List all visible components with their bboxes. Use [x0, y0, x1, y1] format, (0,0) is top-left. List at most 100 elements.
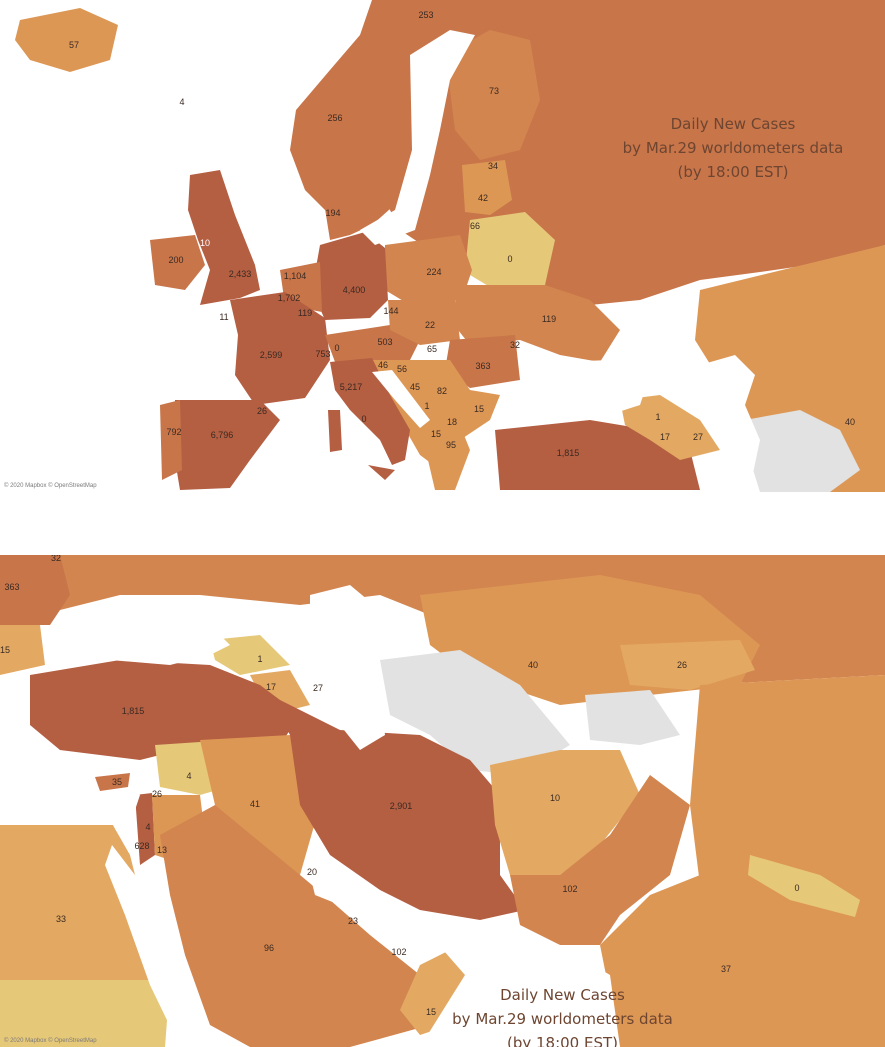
- region-india[interactable]: [600, 875, 885, 1047]
- label-georgia: 1: [257, 654, 263, 664]
- region-portugal[interactable]: [160, 400, 182, 480]
- red-sea: [105, 845, 210, 1047]
- label-kazakhstan: 40: [844, 417, 856, 427]
- region-afghanistan[interactable]: [490, 750, 640, 875]
- region-belarus[interactable]: [465, 212, 555, 290]
- region-sudan-edge[interactable]: [0, 980, 170, 1047]
- label-denmark: 194: [325, 208, 341, 218]
- label-austria: 503: [377, 337, 393, 347]
- region-tajikistan[interactable]: [585, 690, 680, 745]
- middle-east-title-line-1: Daily New Cases: [500, 986, 625, 1004]
- baltic-sea: [360, 30, 475, 245]
- black-sea: [520, 360, 650, 420]
- europe-map-canvas: [0, 0, 885, 492]
- region-greece[interactable]: [425, 425, 470, 490]
- caspian-sea: [310, 585, 385, 750]
- label-spain: 6,796: [210, 430, 234, 440]
- region-turkey[interactable]: [30, 660, 300, 760]
- europe-map-title: Daily New Cases by Mar.29 worldometers d…: [588, 112, 878, 184]
- label-turkey: 1,815: [556, 448, 580, 458]
- region-alps[interactable]: [325, 325, 420, 362]
- region-finland[interactable]: [445, 30, 540, 160]
- black-sea: [50, 595, 230, 665]
- label-slovenia: 46: [377, 360, 389, 370]
- middle-east-map-title: Daily New Cases by Mar.29 worldometers d…: [425, 983, 700, 1047]
- label-san-marino: 0: [361, 414, 367, 424]
- region-sicily[interactable]: [368, 465, 395, 480]
- label-norway: 256: [327, 113, 343, 123]
- europe-title-line-3: (by 18:00 EST): [677, 163, 789, 181]
- mediterranean-sea: [0, 750, 140, 825]
- label-latvia: 42: [477, 193, 489, 203]
- region-nepal[interactable]: [748, 855, 860, 917]
- label-kazakhstan: 40: [527, 660, 539, 670]
- caspian-sea: [700, 355, 760, 478]
- region-turkmenistan[interactable]: [745, 410, 860, 492]
- label-czechia: 144: [383, 306, 399, 316]
- label-georgia: 1: [655, 412, 661, 422]
- label-uk: 2,433: [228, 269, 252, 279]
- region-iran[interactable]: [270, 695, 525, 920]
- label-iran: 2,901: [389, 801, 413, 811]
- region-israel[interactable]: [135, 793, 155, 865]
- region-iraq[interactable]: [200, 735, 320, 875]
- label-moldova: 32: [50, 555, 62, 563]
- label-palestine: 4: [145, 822, 151, 832]
- label-estonia: 34: [487, 161, 499, 171]
- label-oman: 15: [425, 1007, 437, 1017]
- region-ireland[interactable]: [150, 235, 205, 290]
- label-faroe: 4: [179, 97, 185, 107]
- label-albania: 15: [430, 429, 442, 439]
- label-bosnia: 45: [409, 382, 421, 392]
- label-russia-north: 253: [418, 10, 434, 20]
- label-romania: 363: [475, 361, 491, 371]
- label-nepal: 0: [794, 883, 800, 893]
- region-italy[interactable]: [330, 358, 410, 465]
- label-iraq: 41: [249, 799, 261, 809]
- region-sardinia[interactable]: [328, 410, 342, 452]
- label-greece: 95: [445, 440, 457, 450]
- middle-east-map-attribution: © 2020 Mapbox © OpenStreetMap: [4, 1038, 97, 1044]
- region-saudi[interactable]: [160, 805, 430, 1047]
- label-macedonia: 18: [446, 417, 458, 427]
- label-slovakia: 22: [424, 320, 436, 330]
- label-switzerland: 753: [315, 349, 331, 359]
- region-baltics[interactable]: [462, 160, 512, 215]
- region-france[interactable]: [230, 292, 330, 405]
- label-azerbaijan: 27: [312, 683, 324, 693]
- label-belarus: 0: [507, 254, 513, 264]
- label-germany: 4,400: [342, 285, 366, 295]
- region-caucasus[interactable]: [620, 395, 720, 460]
- label-jersey: 11: [219, 312, 229, 322]
- region-turkmenistan[interactable]: [380, 650, 570, 775]
- europe-map[interactable]: Daily New Cases by Mar.29 worldometers d…: [0, 0, 885, 492]
- region-denmark[interactable]: [322, 185, 350, 240]
- label-egypt: 33: [55, 914, 67, 924]
- label-israel: 628: [134, 841, 150, 851]
- label-syria: 4: [186, 771, 192, 781]
- region-central-europe[interactable]: [388, 300, 460, 345]
- middle-east-map[interactable]: Daily New Cases by Mar.29 worldometers d…: [0, 555, 885, 1047]
- label-azerbaijan: 27: [692, 432, 704, 442]
- region-balkans-edge[interactable]: [0, 625, 45, 675]
- label-montenegro: 1: [424, 401, 430, 411]
- label-isle-of-man: 10: [199, 238, 211, 248]
- region-kyrgyzstan[interactable]: [620, 640, 755, 690]
- region-uk[interactable]: [188, 170, 260, 305]
- region-iceland[interactable]: [15, 8, 118, 72]
- region-spain[interactable]: [175, 400, 280, 490]
- label-bulgaria: 15: [0, 645, 11, 655]
- label-armenia: 17: [265, 682, 277, 692]
- region-germany[interactable]: [312, 232, 388, 320]
- region-romania[interactable]: [0, 555, 70, 625]
- label-afghanistan: 10: [549, 793, 561, 803]
- label-croatia: 56: [396, 364, 408, 374]
- region-pakistan[interactable]: [510, 775, 690, 945]
- label-ireland: 200: [168, 255, 184, 265]
- middle-east-title-line-2: by Mar.29 worldometers data: [452, 1010, 673, 1028]
- region-poland[interactable]: [385, 235, 472, 305]
- label-uae: 102: [391, 947, 407, 957]
- region-romania[interactable]: [445, 335, 520, 388]
- label-kuwait: 20: [306, 867, 318, 877]
- region-cyprus[interactable]: [95, 773, 130, 791]
